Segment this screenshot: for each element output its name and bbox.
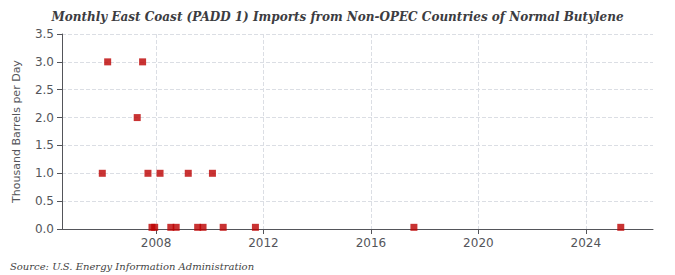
svg-text:3.5: 3.5 xyxy=(35,27,54,41)
svg-text:Source: U.S. Energy Informatio: Source: U.S. Energy Information Administ… xyxy=(10,261,254,272)
svg-text:2012: 2012 xyxy=(248,236,279,250)
svg-text:2016: 2016 xyxy=(356,236,387,250)
svg-text:3.0: 3.0 xyxy=(35,55,54,69)
svg-text:1.5: 1.5 xyxy=(35,138,54,152)
svg-text:0.0: 0.0 xyxy=(35,222,54,236)
svg-text:Thousand Barrels per Day: Thousand Barrels per Day xyxy=(10,60,23,204)
svg-text:Monthly East Coast (PADD 1) Im: Monthly East Coast (PADD 1) Imports from… xyxy=(50,10,624,24)
svg-text:2020: 2020 xyxy=(463,236,494,250)
svg-text:1.0: 1.0 xyxy=(35,166,54,180)
svg-text:2024: 2024 xyxy=(571,236,602,250)
svg-text:0.5: 0.5 xyxy=(35,194,54,208)
svg-text:2.5: 2.5 xyxy=(35,83,54,97)
svg-text:2008: 2008 xyxy=(141,236,172,250)
svg-text:2.0: 2.0 xyxy=(35,111,54,125)
